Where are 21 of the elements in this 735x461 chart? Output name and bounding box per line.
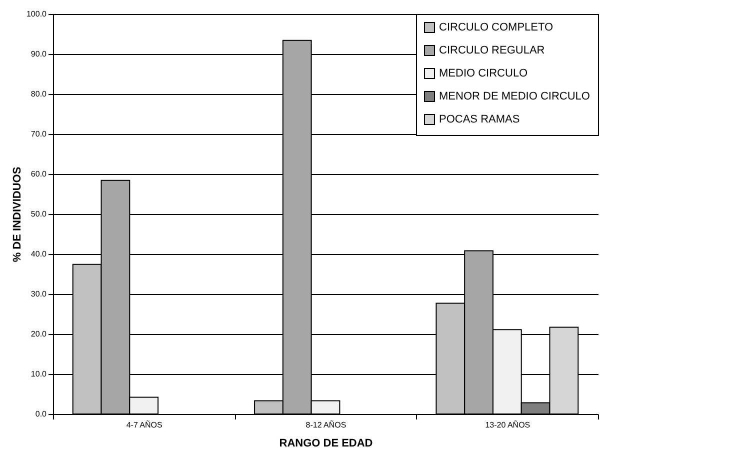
y-tick-label: 10.0 [30,370,48,378]
y-tick-label: 40.0 [30,250,48,258]
y-tick-label: 100.0 [26,10,48,18]
y-tick-label: 70.0 [30,130,48,138]
x-tick-label: 8-12 AÑOS [306,420,346,430]
legend-label: CIRCULO REGULAR [439,44,545,56]
x-tick-label: 13-20 AÑOS [485,420,530,430]
y-tick-label: 80.0 [30,90,48,98]
y-tick-label: 50.0 [30,210,48,218]
legend-label: MEDIO CIRCULO [439,68,528,80]
y-tick-label: 90.0 [30,50,48,58]
y-tick-label: 0.0 [35,410,48,418]
x-tick-label: 4-7 AÑOS [126,420,162,430]
x-axis-title: RANGO DE EDAD [279,438,373,450]
legend-label: POCAS RAMAS [439,114,520,126]
y-tick-label: 30.0 [30,290,48,298]
legend-label: CIRCULO COMPLETO [439,22,554,34]
y-tick-label: 20.0 [30,330,48,338]
y-axis-title: % DE INDIVIDUOS [11,166,24,262]
legend-label: MENOR DE MEDIO CIRCULO [439,90,590,102]
y-tick-label: 60.0 [30,170,48,178]
